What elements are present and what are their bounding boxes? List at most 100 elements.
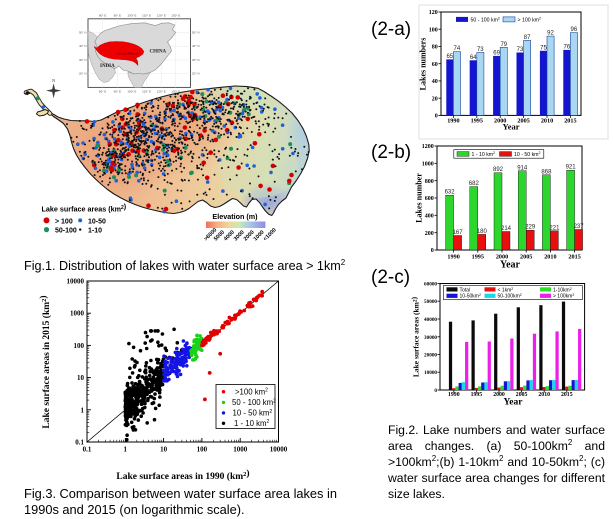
svg-text:110° E: 110° E [142,14,151,18]
svg-text:Total: Total [460,287,471,293]
svg-text:1 - 10 km2: 1 - 10 km2 [472,151,496,158]
svg-text:Lake surface areas (km2): Lake surface areas (km2) [409,296,420,377]
svg-text:INDIA: INDIA [100,64,115,69]
svg-text:96: 96 [571,27,578,33]
svg-text:130° E: 130° E [171,89,180,93]
svg-text:2010: 2010 [541,118,553,125]
svg-text:400: 400 [425,213,434,219]
svg-text:30° N: 30° N [192,58,200,62]
svg-text:Year: Year [500,260,521,271]
svg-text:237: 237 [574,224,585,230]
svg-text:1200: 1200 [422,144,434,150]
svg-text:20° N: 20° N [79,72,87,76]
svg-text:50-100km2: 50-100km2 [498,293,522,300]
svg-text:2005: 2005 [517,118,529,125]
svg-text:10 - 50 km2: 10 - 50 km2 [233,409,273,418]
svg-text:10000: 10000 [424,370,437,376]
svg-text:2000: 2000 [493,392,505,398]
svg-text:2015: 2015 [568,253,580,260]
svg-text:Year: Year [504,398,524,408]
svg-text:87: 87 [524,35,531,41]
svg-text:73: 73 [517,47,524,53]
svg-text:100: 100 [197,446,208,454]
svg-text:10000: 10000 [67,278,85,286]
svg-text:75: 75 [540,45,547,51]
svg-text:2000: 2000 [496,253,508,260]
svg-text:40° N: 40° N [79,44,87,48]
svg-text:868: 868 [541,169,552,175]
svg-text:CHINA: CHINA [150,50,167,55]
svg-text:1-10km2: 1-10km2 [553,287,572,294]
svg-text:221: 221 [549,225,560,231]
svg-text:50° N: 50° N [192,31,200,35]
svg-text:120° E: 120° E [157,14,166,18]
svg-text:80° E: 80° E [99,14,106,18]
svg-text:10-50km2: 10-50km2 [460,293,481,300]
svg-text:60000: 60000 [424,282,437,288]
svg-text:2015: 2015 [561,392,573,398]
svg-text:> 100km2: > 100km2 [553,293,574,300]
svg-text:100: 100 [74,342,85,350]
svg-text:73: 73 [477,47,484,53]
svg-text:600: 600 [425,196,434,202]
svg-text:40: 40 [432,79,438,85]
svg-text:50° N: 50° N [79,31,87,35]
svg-text:1 - 10 km2: 1 - 10 km2 [234,419,270,428]
svg-text:50 - 100 km2: 50 - 100 km2 [471,16,500,23]
svg-text:10000: 10000 [270,446,288,454]
svg-text:92: 92 [547,31,554,37]
svg-text:N: N [52,78,56,83]
svg-text:> 100 km2: > 100 km2 [518,16,541,23]
svg-text:79: 79 [500,42,507,48]
svg-text:Lakes number: Lakes number [415,173,424,223]
svg-text:30° N: 30° N [79,58,87,62]
svg-text:2000: 2000 [494,118,506,125]
svg-text:0: 0 [435,114,438,120]
svg-text:921: 921 [566,165,577,171]
svg-text:Lake surface areas in 2015 (km: Lake surface areas in 2015 (km2) [38,295,52,428]
svg-text:1: 1 [81,406,85,414]
svg-text:80: 80 [432,45,438,51]
svg-text:100: 100 [429,27,438,33]
svg-text:0: 0 [431,248,434,254]
svg-text:65: 65 [446,54,453,60]
svg-text:1-10: 1-10 [88,228,102,235]
svg-text:110° E: 110° E [142,89,151,93]
svg-text:682: 682 [469,181,480,187]
svg-text:1: 1 [124,446,128,454]
svg-text:100° E: 100° E [127,14,136,18]
svg-text:2005: 2005 [520,253,532,260]
svg-text:50 - 100 km2: 50 - 100 km2 [232,398,276,407]
svg-text:2005: 2005 [516,392,528,398]
svg-text:74: 74 [454,46,461,52]
svg-text:1995: 1995 [471,118,483,125]
svg-text:10: 10 [77,374,85,382]
svg-text:Lake surface areas in 1990 (km: Lake surface areas in 1990 (km2) [116,468,249,482]
svg-text:2010: 2010 [544,253,556,260]
svg-text:1990: 1990 [447,253,459,260]
svg-text:1000: 1000 [70,310,85,318]
svg-text:64: 64 [470,55,477,61]
svg-text:20° N: 20° N [192,72,200,76]
svg-text:Lakes numbers: Lakes numbers [419,38,428,91]
svg-text:200: 200 [425,231,434,237]
svg-text:Elevation (m): Elevation (m) [212,212,258,221]
svg-text:0: 0 [434,388,437,394]
svg-text:892: 892 [493,167,504,173]
svg-text:0.1: 0.1 [75,439,84,447]
svg-text:800: 800 [425,179,434,185]
svg-text:1000: 1000 [233,446,248,454]
svg-text:> 100: > 100 [55,218,73,225]
svg-text:130° E: 130° E [171,14,180,18]
svg-text:120° E: 120° E [157,89,166,93]
svg-text:632: 632 [445,190,456,196]
svg-text:50-100: 50-100 [55,228,77,235]
svg-text:214: 214 [501,226,512,232]
svg-text:167: 167 [453,230,464,236]
svg-text:1990: 1990 [447,118,459,125]
svg-text:80° E: 80° E [99,89,106,93]
svg-text:69: 69 [493,50,500,56]
svg-text:20000: 20000 [424,353,437,359]
svg-text:50000: 50000 [424,299,437,305]
svg-text:180: 180 [477,229,488,235]
